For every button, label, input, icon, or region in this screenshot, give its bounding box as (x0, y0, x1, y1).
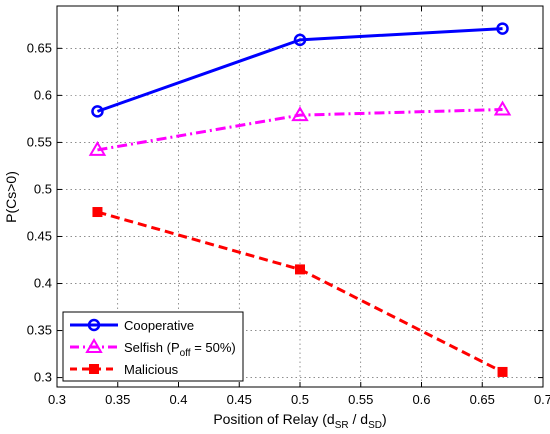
data-point (88, 140, 107, 156)
legend-label: Cooperative (124, 318, 194, 333)
series-1 (88, 100, 512, 156)
y-tick-label: 0.5 (34, 181, 52, 196)
x-axis-label-prefix: Position of Relay (d (213, 411, 334, 427)
legend-label: Malicious (124, 362, 179, 377)
y-tick-label: 0.55 (27, 134, 52, 149)
legend-label-sub: off (180, 348, 191, 359)
series-layer (88, 22, 512, 377)
x-tick-label: 0.7 (534, 392, 550, 407)
y-tick-label: 0.45 (27, 228, 52, 243)
legend-label-text: Malicious (124, 362, 179, 377)
y-tick-label: 0.65 (27, 40, 52, 55)
series-0 (91, 22, 509, 118)
y-axis-label: P(Cs>0) (3, 171, 19, 223)
x-axis-label-suffix: ) (382, 411, 387, 427)
data-point (92, 207, 103, 218)
x-tick-label: 0.55 (348, 392, 373, 407)
x-axis-label-sub2: SD (368, 420, 382, 431)
x-tick-label: 0.4 (169, 392, 187, 407)
legend-marker (87, 318, 101, 332)
axis-labels: Position of Relay (dSR / dSD) P(Cs>0) (3, 171, 387, 431)
x-axis-label-sub1: SR (335, 420, 349, 431)
y-tick-label: 0.35 (27, 323, 52, 338)
x-axis-label: Position of Relay (dSR / dSD) (213, 411, 386, 431)
legend-label: Selfish (Poff = 50%) (124, 340, 236, 359)
series-line (96, 27, 503, 113)
legend: Cooperative Selfish (Poff = 50%) Malicious (62, 311, 244, 382)
legend-marker (85, 338, 103, 353)
x-tick-label: 0.5 (291, 392, 309, 407)
x-axis-label-mid: / d (349, 411, 368, 427)
data-point (497, 366, 508, 377)
data-point (295, 264, 305, 275)
data-point (293, 33, 307, 47)
legend-label-suffix: = 50%) (191, 340, 236, 355)
x-tick-label: 0.45 (227, 392, 252, 407)
data-point (496, 22, 509, 35)
ticks: 0.3 0.35 0.4 0.45 0.5 0.55 0.6 0.65 0.7 0.3 0.35 0.… (27, 6, 550, 407)
data-point (493, 100, 512, 116)
data-point (291, 106, 309, 122)
x-tick-label: 0.6 (412, 392, 430, 407)
x-tick-label: 0.65 (470, 392, 495, 407)
legend-label-text: Cooperative (124, 318, 194, 333)
y-tick-label: 0.3 (34, 370, 52, 385)
y-tick-label: 0.4 (34, 276, 52, 291)
x-tick-label: 0.35 (105, 392, 130, 407)
data-point (91, 105, 104, 118)
legend-label-text: Selfish (P (124, 340, 180, 355)
series-line (97, 107, 503, 152)
legend-marker (89, 364, 99, 374)
series-2 (92, 207, 508, 377)
y-tick-label: 0.6 (34, 87, 52, 102)
x-tick-label: 0.3 (48, 392, 66, 407)
